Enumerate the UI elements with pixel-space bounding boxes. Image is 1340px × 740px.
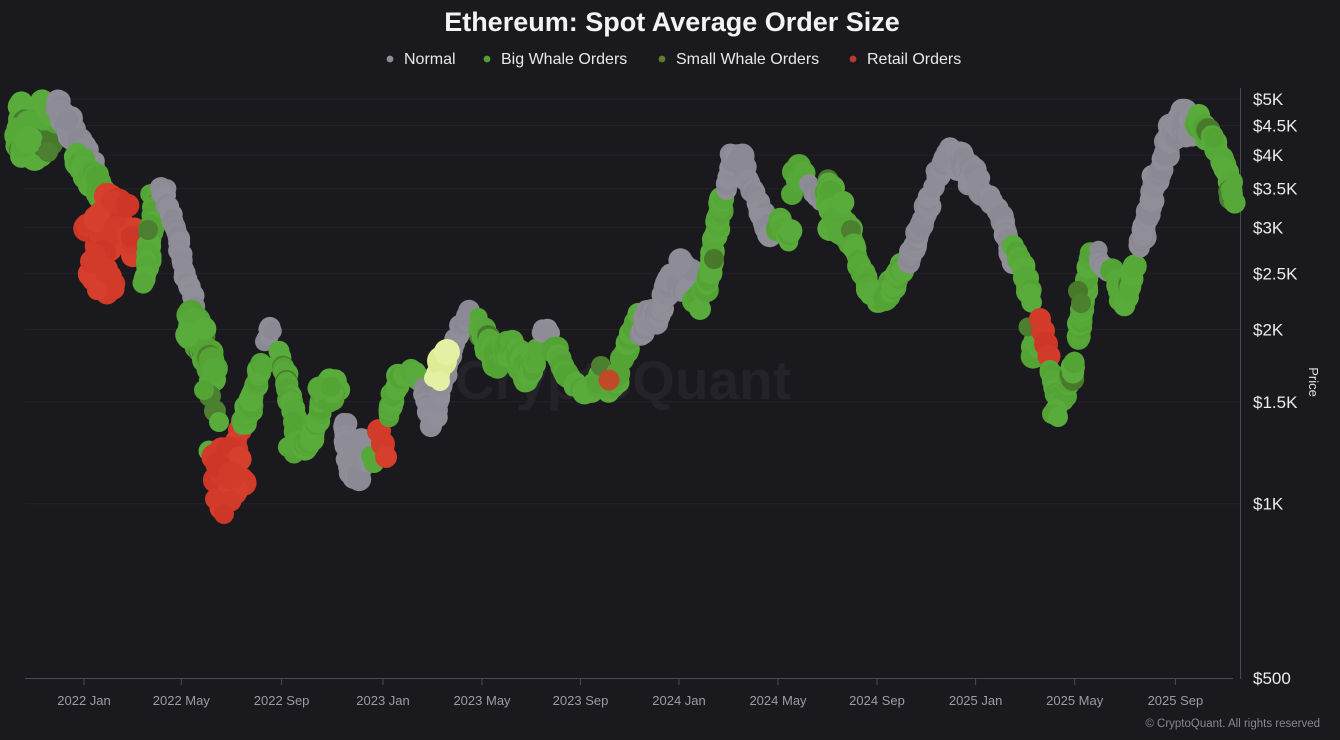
- svg-text:2025 Jan: 2025 Jan: [949, 693, 1003, 708]
- svg-text:$3K: $3K: [1253, 219, 1284, 238]
- svg-text:2022 May: 2022 May: [153, 693, 211, 708]
- svg-text:$2K: $2K: [1253, 320, 1284, 339]
- svg-text:Price: Price: [1306, 367, 1321, 397]
- svg-text:2024 Jan: 2024 Jan: [652, 693, 706, 708]
- svg-text:$2.5K: $2.5K: [1253, 264, 1298, 283]
- svg-text:2024 Sep: 2024 Sep: [849, 693, 905, 708]
- svg-text:2025 May: 2025 May: [1046, 693, 1104, 708]
- svg-text:Ethereum: Spot Average Order S: Ethereum: Spot Average Order Size: [444, 7, 900, 37]
- svg-text:Small Whale Orders: Small Whale Orders: [676, 51, 819, 68]
- svg-text:2023 May: 2023 May: [453, 693, 511, 708]
- svg-text:2024 May: 2024 May: [749, 693, 807, 708]
- svg-text:2023 Jan: 2023 Jan: [356, 693, 410, 708]
- svg-text:$3.5K: $3.5K: [1253, 180, 1298, 199]
- svg-text:2025 Sep: 2025 Sep: [1148, 693, 1204, 708]
- svg-text:Big Whale Orders: Big Whale Orders: [501, 51, 627, 68]
- svg-text:$500: $500: [1253, 669, 1291, 688]
- svg-text:$4K: $4K: [1253, 146, 1284, 165]
- svg-text:2022 Jan: 2022 Jan: [57, 693, 111, 708]
- svg-text:© CryptoQuant. All rights rese: © CryptoQuant. All rights reserved: [1145, 718, 1320, 730]
- svg-text:$4.5K: $4.5K: [1253, 117, 1298, 136]
- svg-text:$1K: $1K: [1253, 495, 1284, 514]
- svg-text:$1.5K: $1.5K: [1253, 393, 1298, 412]
- svg-text:$5K: $5K: [1253, 90, 1284, 109]
- svg-text:Retail Orders: Retail Orders: [867, 51, 961, 68]
- svg-text:2023 Sep: 2023 Sep: [553, 693, 609, 708]
- svg-text:Normal: Normal: [404, 51, 456, 68]
- svg-text:2022 Sep: 2022 Sep: [254, 693, 310, 708]
